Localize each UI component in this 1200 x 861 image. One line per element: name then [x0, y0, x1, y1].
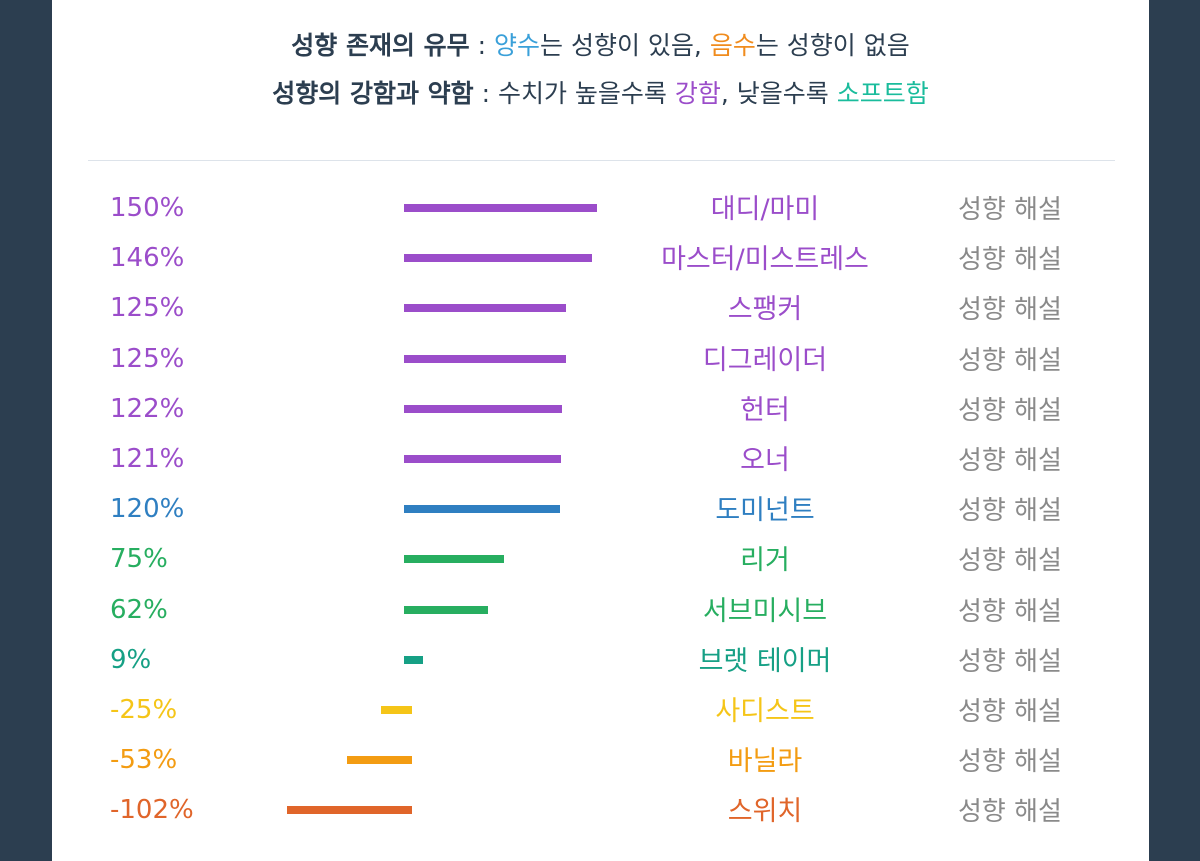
explanation-link[interactable]: 성향 해설: [958, 596, 1062, 627]
bar: [404, 555, 505, 564]
category-label: 헌터: [740, 394, 790, 426]
explanation-link[interactable]: 성향 해설: [958, 747, 1062, 778]
bar: [346, 756, 412, 765]
category-label: 디그레이더: [702, 344, 828, 376]
value-label: 9%: [110, 644, 152, 675]
header-divider: [88, 160, 1115, 161]
explanation-link[interactable]: 성향 해설: [958, 245, 1062, 276]
value-label: 62%: [110, 594, 168, 625]
explanation-link[interactable]: 성향 해설: [958, 496, 1062, 527]
category-label: 스위치: [727, 796, 803, 828]
category-label: 대디/마미: [710, 194, 820, 225]
value-label: 146%: [110, 243, 185, 274]
negative-word: 음수: [709, 31, 756, 60]
bar: [404, 655, 424, 664]
bar: [404, 254, 592, 263]
category-label: 스팽커: [727, 294, 803, 326]
bar: [404, 605, 489, 614]
bar: [381, 706, 412, 714]
explanation-link[interactable]: 성향 해설: [958, 546, 1062, 577]
header-term-strength: 성향의 강함과 약함: [272, 79, 474, 108]
value-label: 120%: [110, 494, 185, 525]
value-label: 150%: [110, 193, 185, 223]
soft-word: 소프트함: [836, 79, 929, 108]
explanation-link[interactable]: 성향 해설: [958, 395, 1062, 426]
bar: [404, 404, 563, 413]
category-label: 오너: [740, 445, 790, 476]
chart-card: 성향 존재의 유무 : 양수는 성향이 있음, 음수는 성향이 없음 성향의 강…: [52, 0, 1149, 861]
explanation-link[interactable]: 성향 해설: [958, 295, 1062, 326]
explanation-link[interactable]: 성향 해설: [958, 195, 1062, 225]
positive-word: 양수: [494, 31, 541, 60]
explanation-link[interactable]: 성향 해설: [958, 446, 1062, 476]
value-label: 125%: [110, 293, 185, 324]
bar: [404, 455, 561, 463]
value-label: 125%: [110, 343, 185, 374]
bar: [404, 304, 566, 313]
category-label: 리거: [740, 545, 790, 577]
value-label: 121%: [110, 444, 185, 474]
explanation-link[interactable]: 성향 해설: [958, 797, 1062, 828]
category-label: 바닐라: [727, 746, 803, 778]
explanation-link[interactable]: 성향 해설: [958, 697, 1062, 727]
bar: [404, 354, 566, 363]
bar: [286, 806, 412, 815]
strong-word: 강함: [674, 79, 721, 108]
value-label: 75%: [110, 544, 168, 575]
explanation-link[interactable]: 성향 해설: [958, 345, 1062, 376]
header-term-existence: 성향 존재의 유무: [291, 31, 470, 60]
header-line-1: 성향 존재의 유무 : 양수는 성향이 있음, 음수는 성향이 없음: [291, 31, 910, 60]
chart-header: 성향 존재의 유무 : 양수는 성향이 있음, 음수는 성향이 없음 성향의 강…: [52, 22, 1149, 118]
explanation-link[interactable]: 성향 해설: [958, 646, 1062, 677]
bar: [404, 505, 560, 514]
value-label: -53%: [110, 745, 178, 776]
value-label: 122%: [110, 393, 185, 424]
category-label: 서브미시브: [702, 595, 828, 627]
bar: [404, 204, 597, 212]
category-label: 마스터/미스트레스: [661, 244, 869, 276]
value-label: -25%: [110, 695, 178, 725]
header-line-2: 성향의 강함과 약함 : 수치가 높을수록 강함, 낮을수록 소프트함: [272, 79, 929, 108]
category-label: 사디스트: [715, 696, 815, 727]
category-label: 도미넌트: [715, 495, 815, 527]
category-label: 브랫 테이머: [698, 645, 832, 677]
value-label: -102%: [110, 795, 194, 826]
